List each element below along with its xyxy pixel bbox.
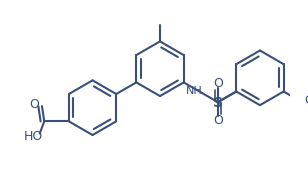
Text: O: O <box>30 98 39 111</box>
Text: O: O <box>213 114 223 127</box>
Text: S: S <box>213 96 224 110</box>
Text: Cl: Cl <box>304 94 308 107</box>
Text: HO: HO <box>24 130 43 143</box>
Text: O: O <box>213 77 223 90</box>
Text: NH: NH <box>186 86 203 96</box>
